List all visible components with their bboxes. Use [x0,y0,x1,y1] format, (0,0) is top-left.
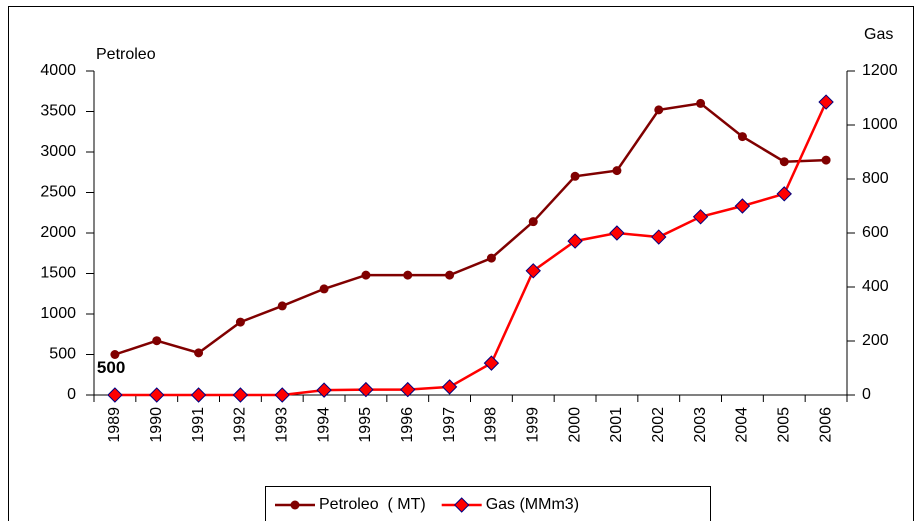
x-tick-label: 1996 [399,407,416,443]
x-tick-label: 1994 [315,407,332,443]
y2-tick-label: 1200 [862,62,898,79]
marker [110,350,120,359]
marker [779,157,789,167]
x-tick-label: 1992 [232,407,249,443]
x-tick-label: 2001 [608,407,625,443]
marker [483,355,500,371]
marker [692,209,709,225]
x-tick-label: 1993 [273,407,290,443]
marker [316,382,332,398]
y2-tick-label: 400 [862,278,889,295]
x-tick-label: 2005 [775,407,792,443]
y-tick-label: 1000 [40,305,76,322]
series-line [114,102,827,356]
marker [232,387,249,403]
marker [651,229,667,245]
y2-tick-label: 0 [862,386,871,403]
legend-label: Petroleo ( MT) [319,496,426,513]
legend-box [265,486,711,521]
marker [274,387,290,403]
marker [570,171,580,181]
marker [528,217,538,227]
marker [567,233,583,249]
marker [194,348,204,358]
marker [190,387,207,403]
y-tick-label: 3000 [40,143,76,160]
marker [525,263,541,279]
x-tick-label: 2003 [692,407,709,443]
legend-label: Gas (MMm3) [486,496,579,513]
x-tick-label: 2006 [817,407,834,443]
marker [734,198,751,214]
y-tick-label: 4000 [40,62,76,79]
marker [403,270,413,280]
marker [400,381,416,398]
x-tick-label: 1998 [483,407,500,443]
y2-tick-label: 200 [862,332,889,349]
marker [654,105,664,115]
x-tick-label: 1997 [441,407,458,443]
y2-tick-label: 800 [862,170,889,187]
x-tick-label: 1999 [524,407,541,443]
marker [609,225,625,241]
y-tick-label: 0 [67,386,76,403]
marker [358,381,374,398]
y2-axis-title: Gas [864,26,893,43]
x-tick-label: 1995 [357,407,374,443]
y-tick-label: 1500 [40,265,76,282]
marker [737,132,747,142]
marker [235,317,245,327]
legend-marker [290,500,300,510]
y-tick-label: 2500 [40,184,76,201]
legend-marker [453,497,470,513]
marker [152,336,162,346]
marker [696,98,706,108]
marker [776,186,792,202]
marker [486,253,496,263]
x-tick-label: 1991 [190,407,207,443]
marker [445,270,455,280]
x-tick-label: 2000 [566,407,583,443]
marker [149,387,165,403]
y-tick-label: 2000 [40,224,76,241]
marker [821,155,831,165]
x-tick-label: 2002 [650,407,667,443]
marker [818,94,834,110]
legend: Petroleo ( MT) Gas (MMm3) [265,486,711,521]
x-tick-label: 2004 [734,407,751,443]
y2-tick-label: 1000 [862,116,898,133]
x-tick-label: 1990 [148,407,165,443]
marker [107,387,123,403]
chart-border [8,6,914,521]
y2-tick-label: 600 [862,224,889,241]
y-axis-title: Petroleo [96,46,156,63]
x-tick-label: 1989 [106,407,123,443]
marker [441,379,458,395]
annotation: 500 [97,358,125,377]
marker [361,270,371,280]
marker [319,284,329,294]
marker [612,166,622,176]
y-tick-label: 3500 [40,103,76,120]
y-tick-label: 500 [49,346,76,363]
marker [277,301,287,311]
